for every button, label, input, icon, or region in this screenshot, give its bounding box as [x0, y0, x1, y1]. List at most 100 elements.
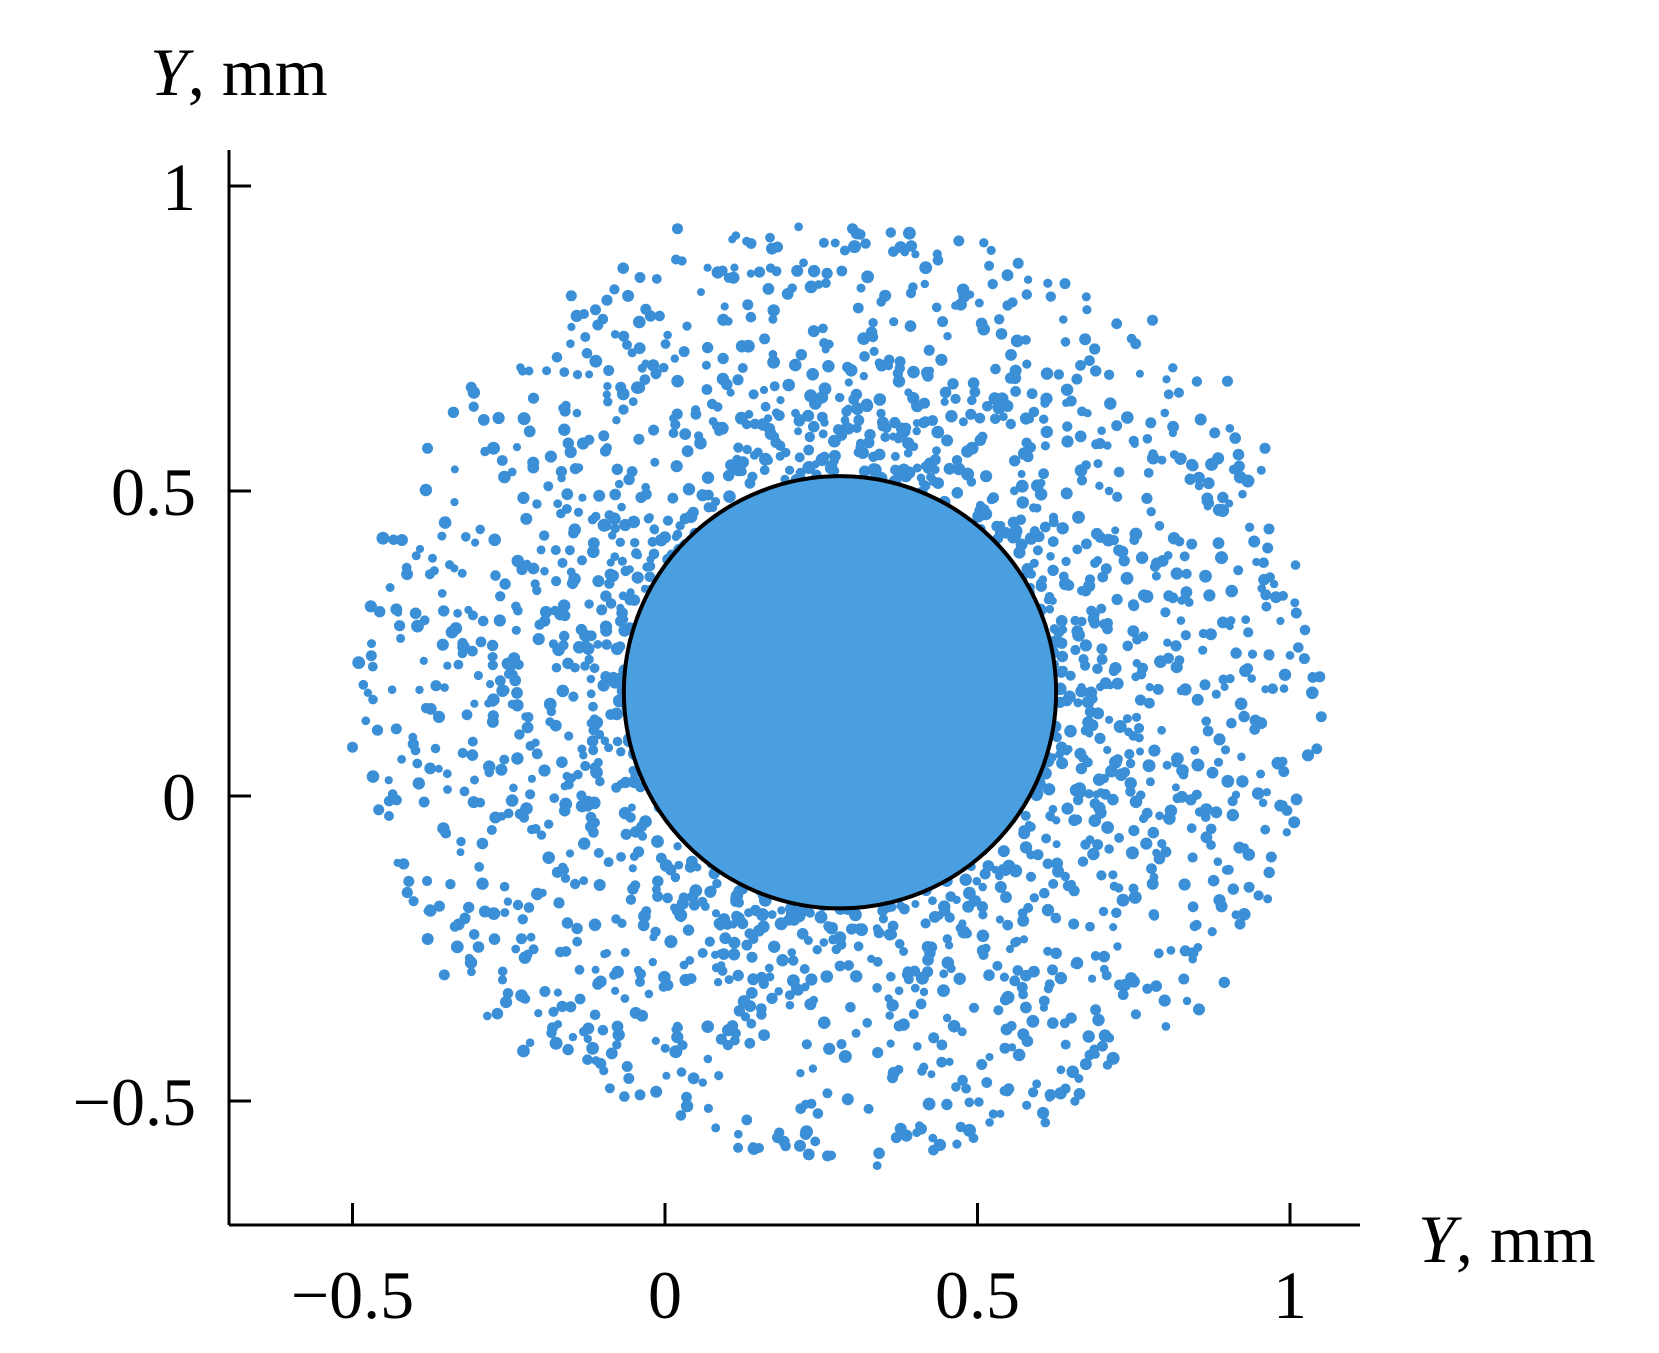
data-point	[988, 1109, 998, 1119]
data-point	[746, 951, 758, 963]
x-ticks: −0.5 0 0.5 1	[291, 1203, 1307, 1333]
data-point	[1094, 438, 1106, 449]
data-point	[716, 372, 730, 386]
data-point	[732, 969, 744, 982]
data-point	[1051, 857, 1064, 870]
data-point	[978, 882, 987, 892]
y-axis-title-var: Y	[150, 34, 194, 110]
data-point	[1048, 596, 1057, 606]
data-point	[520, 512, 533, 525]
data-point	[1160, 607, 1171, 618]
data-point	[1038, 995, 1050, 1007]
data-point	[608, 531, 617, 540]
data-point	[931, 425, 945, 439]
data-point	[937, 316, 949, 328]
data-point	[1190, 745, 1200, 755]
data-point	[1170, 661, 1183, 674]
data-point	[1125, 846, 1139, 860]
data-point	[723, 490, 736, 503]
data-point	[1152, 683, 1164, 695]
data-point	[652, 890, 664, 902]
data-point	[560, 782, 569, 791]
data-point	[930, 465, 940, 474]
data-point	[783, 914, 795, 926]
data-point	[1158, 994, 1171, 1007]
data-point	[419, 615, 430, 626]
data-point	[634, 382, 646, 394]
data-point	[592, 575, 605, 588]
data-point	[800, 1125, 813, 1139]
data-point	[720, 302, 729, 311]
data-point	[1047, 964, 1058, 976]
data-point	[597, 1024, 609, 1036]
data-point	[587, 514, 598, 525]
data-point	[1281, 805, 1293, 816]
data-point	[799, 258, 808, 268]
data-point	[911, 900, 920, 908]
data-point	[600, 736, 610, 746]
data-point	[992, 960, 1003, 971]
data-point	[565, 290, 577, 302]
data-point	[1141, 492, 1153, 504]
data-point	[1242, 848, 1256, 861]
data-point	[1201, 716, 1211, 726]
data-point	[566, 577, 579, 590]
data-point	[951, 487, 964, 499]
data-point	[612, 1028, 625, 1042]
data-point	[1082, 305, 1092, 315]
data-point	[1205, 823, 1217, 835]
data-point	[459, 786, 470, 797]
data-point	[486, 680, 495, 689]
data-point	[1241, 615, 1251, 624]
data-point	[1059, 278, 1071, 290]
data-point	[630, 880, 641, 891]
data-point	[418, 796, 430, 808]
data-point	[1184, 473, 1196, 485]
data-point	[829, 456, 839, 466]
data-point	[722, 469, 735, 482]
data-point	[1111, 907, 1122, 918]
data-point	[620, 828, 632, 840]
data-point	[1116, 893, 1130, 907]
data-point	[587, 545, 600, 559]
data-point	[1102, 1060, 1113, 1070]
data-point	[398, 858, 410, 870]
data-point	[767, 355, 780, 369]
data-point	[487, 660, 498, 671]
data-point	[782, 378, 795, 392]
data-point	[846, 923, 858, 935]
y-tick-label: 1	[162, 149, 196, 225]
data-point	[889, 416, 901, 429]
data-point	[822, 360, 835, 373]
data-point	[475, 636, 487, 648]
data-point	[694, 431, 704, 441]
data-point	[902, 437, 915, 450]
data-point	[876, 297, 886, 307]
data-point	[603, 382, 612, 391]
data-point	[609, 488, 621, 501]
data-point	[664, 935, 678, 949]
data-point	[658, 362, 669, 373]
data-point	[547, 1022, 558, 1034]
data-point	[610, 642, 624, 656]
data-point	[1043, 278, 1053, 288]
data-point	[894, 939, 905, 949]
data-point	[614, 479, 624, 489]
data-point	[1111, 420, 1123, 432]
data-point	[968, 1002, 980, 1013]
data-point	[904, 320, 917, 332]
data-point	[549, 719, 562, 732]
data-point	[1054, 1087, 1067, 1100]
data-point	[1181, 568, 1192, 580]
data-point	[723, 272, 734, 283]
data-point	[1171, 783, 1180, 792]
data-point	[717, 352, 729, 365]
data-point	[459, 912, 471, 924]
data-point	[1135, 369, 1144, 378]
data-point	[586, 735, 599, 747]
data-point	[499, 685, 510, 696]
data-point	[1001, 269, 1014, 282]
data-point	[894, 356, 906, 368]
data-point	[1096, 654, 1108, 665]
data-point	[872, 1161, 882, 1170]
